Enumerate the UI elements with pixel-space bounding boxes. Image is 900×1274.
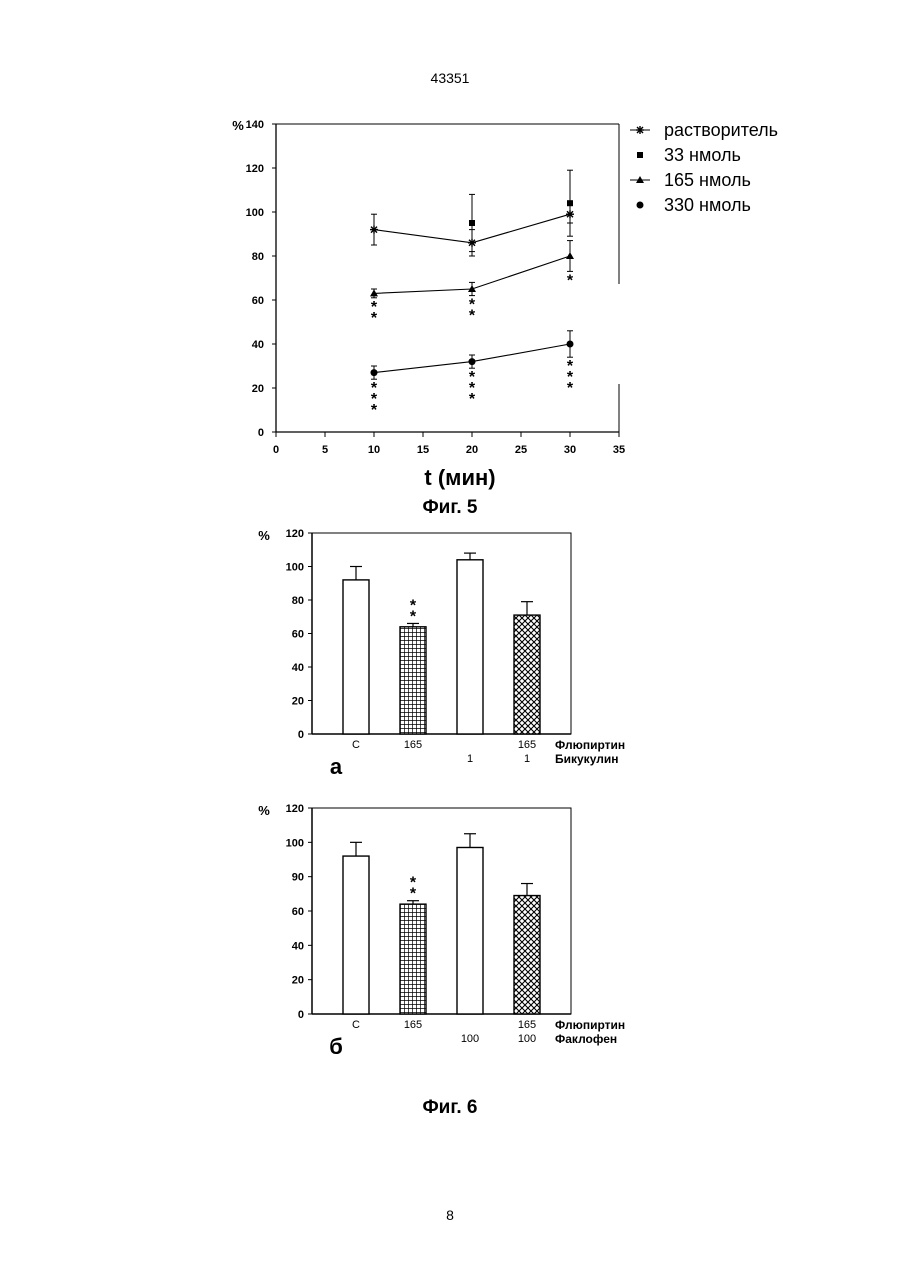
fig5-y-tick-label: 20 xyxy=(252,383,264,395)
fig5-significance-star: * xyxy=(469,391,476,408)
fig6a-y-tick-label: 0 xyxy=(298,729,304,741)
fig5-significance-star: * xyxy=(469,308,476,325)
fig6a-panel-label: а xyxy=(330,754,343,779)
fig5-legend-marker xyxy=(637,202,644,209)
fig6a-row2-label: 1 xyxy=(467,753,473,765)
fig6b-y-tick-label: 100 xyxy=(286,837,304,849)
fig5-legend-marker xyxy=(636,126,644,134)
fig5-y-tick-label: 140 xyxy=(246,119,264,131)
fig6b-row2-title: Факлофен xyxy=(555,1032,617,1046)
fig5-x-tick-label: 10 xyxy=(368,444,380,456)
fig6a-significance-star: * xyxy=(410,608,417,625)
fig6a-y-axis-label: % xyxy=(258,528,270,543)
fig6b-y-tick-label: 120 xyxy=(286,803,304,815)
fig6b-row1-label: 165 xyxy=(518,1019,536,1031)
fig5-x-tick-label: 35 xyxy=(613,444,625,456)
fig6a-bar xyxy=(400,627,426,734)
fig6b-bar xyxy=(343,856,369,1014)
fig6b-y-tick-label: 0 xyxy=(298,1009,304,1021)
fig5-legend-marker xyxy=(637,152,643,158)
fig6a-row2-label: 1 xyxy=(524,753,530,765)
fig5-point xyxy=(567,200,573,206)
fig5-point xyxy=(469,220,475,226)
page-number-bottom: 8 xyxy=(0,1207,900,1223)
fig5-y-tick-label: 60 xyxy=(252,295,264,307)
fig5-legend-label: растворитель xyxy=(664,120,778,140)
fig5-x-tick-label: 25 xyxy=(515,444,527,456)
fig5-y-tick-label: 120 xyxy=(246,163,264,175)
fig5-point xyxy=(371,369,378,376)
fig5-legend-label: 330 нмоль xyxy=(664,195,751,215)
fig5-legend-label: 165 нмоль xyxy=(664,170,751,190)
fig6b-y-tick-label: 90 xyxy=(292,872,304,884)
fig6b-bar xyxy=(400,904,426,1014)
fig6b-y-tick-label: 20 xyxy=(292,975,304,987)
fig6b-bar xyxy=(514,896,540,1014)
fig5-significance-star: * xyxy=(567,380,574,397)
fig6a-y-tick-label: 120 xyxy=(286,528,304,540)
fig5-x-tick-label: 30 xyxy=(564,444,576,456)
fig5-significance-star: * xyxy=(567,272,574,289)
fig6b-row1-label: C xyxy=(352,1019,360,1031)
fig5-y-tick-label: 80 xyxy=(252,251,264,263)
fig6a-bar xyxy=(514,615,540,734)
fig6a-row1-label: 165 xyxy=(518,739,536,751)
fig5-legend-label: 33 нмоль xyxy=(664,145,741,165)
fig6-caption: Фиг. 6 xyxy=(0,1097,900,1119)
fig6b-row2-label: 100 xyxy=(518,1033,536,1045)
fig6a-y-tick-label: 20 xyxy=(292,696,304,708)
fig6a-bar xyxy=(457,560,483,734)
fig6b-panel-label: б xyxy=(329,1034,343,1059)
fig5-y-tick-label: 100 xyxy=(246,207,264,219)
fig5-y-axis-label: % xyxy=(232,118,244,133)
fig5-y-tick-label: 0 xyxy=(258,427,264,439)
fig5-significance-star: * xyxy=(371,402,378,419)
fig5-point xyxy=(370,226,378,234)
fig6a-row1-label: C xyxy=(352,739,360,751)
fig5-point xyxy=(567,341,574,348)
fig6a-row2-title: Бикукулин xyxy=(555,752,618,766)
fig5-point xyxy=(566,252,574,259)
fig6b-row2-label: 100 xyxy=(461,1033,479,1045)
fig5-caption: Фиг. 5 xyxy=(0,497,900,519)
fig5-x-tick-label: 20 xyxy=(466,444,478,456)
fig6a-y-tick-label: 60 xyxy=(292,629,304,641)
fig5-line-chart: 02040608010012014005101520253035%t (мин)… xyxy=(0,0,900,1274)
fig5-x-axis-label: t (мин) xyxy=(424,465,495,490)
fig6b-y-tick-label: 60 xyxy=(292,906,304,918)
fig5-x-tick-label: 5 xyxy=(322,444,328,456)
fig6b-y-axis-label: % xyxy=(258,803,270,818)
fig6a-bar xyxy=(343,580,369,734)
fig6a-row1-title: Флюпиртин xyxy=(555,738,625,752)
fig6a-y-tick-label: 100 xyxy=(286,562,304,574)
fig6b-row1-title: Флюпиртин xyxy=(555,1018,625,1032)
fig6b-bar xyxy=(457,847,483,1014)
fig6a-y-tick-label: 80 xyxy=(292,595,304,607)
fig6b-row1-label: 165 xyxy=(404,1019,422,1031)
fig6b-y-tick-label: 40 xyxy=(292,940,304,952)
fig6a-row1-label: 165 xyxy=(404,739,422,751)
fig5-y-tick-label: 40 xyxy=(252,339,264,351)
fig6a-y-tick-label: 40 xyxy=(292,662,304,674)
fig5-x-tick-label: 0 xyxy=(273,444,279,456)
fig5-x-tick-label: 15 xyxy=(417,444,429,456)
fig5-significance-star: * xyxy=(371,310,378,327)
fig6b-significance-star: * xyxy=(410,886,417,903)
fig5-point xyxy=(469,358,476,365)
